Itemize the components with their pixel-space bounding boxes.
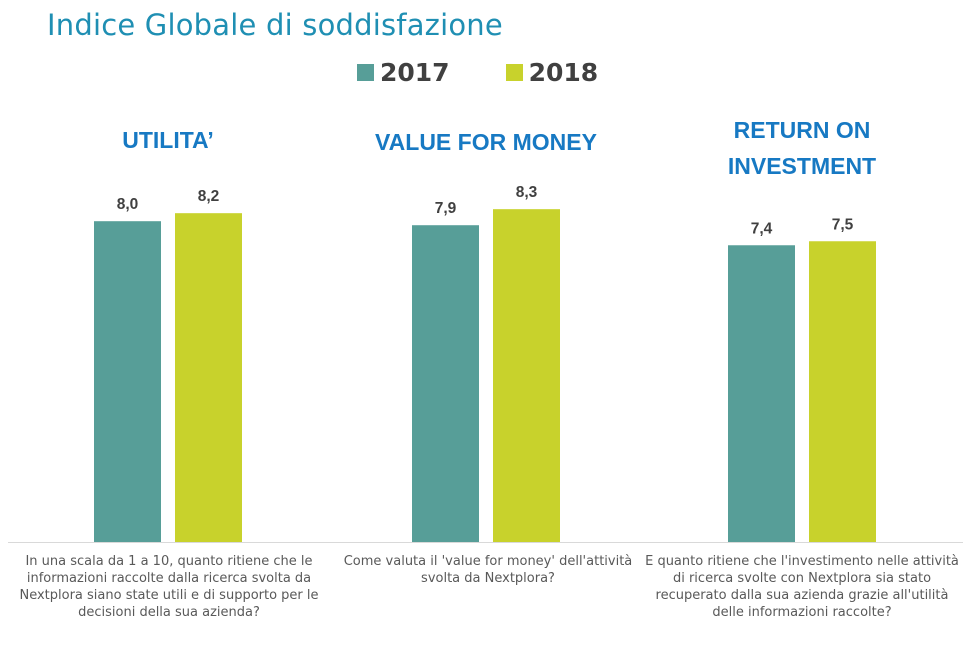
- bar-value-for-money-2017: [412, 225, 479, 542]
- question-value-for-money: Come valuta il 'value for money' dell'at…: [343, 554, 633, 586]
- legend-item-2018: 2018: [505, 57, 599, 87]
- group-title-value-for-money: VALUE FOR MONEY: [375, 129, 597, 155]
- bar-value-for-money-2018: [493, 209, 560, 543]
- bar-return-on-investment-2017: [728, 245, 795, 542]
- legend-swatch-2018: [505, 63, 523, 81]
- group-title-utilita: UTILITA’: [122, 127, 214, 153]
- bar-utilita-2018: [175, 213, 242, 542]
- question-utilita: In una scala da 1 a 10, quanto ritiene c…: [19, 554, 319, 620]
- legend-swatch-2017: [357, 63, 374, 81]
- value-label-value-for-money-2017: 7,9: [435, 200, 457, 217]
- value-label-value-for-money-2018: 8,3: [516, 184, 538, 201]
- bar-return-on-investment-2018: [809, 241, 876, 542]
- value-label-utilita-2017: 8,0: [117, 196, 139, 213]
- chart-title: Indice Globale di soddisfazione: [47, 8, 503, 42]
- legend: 2017 2018: [357, 57, 654, 87]
- legend-label-2017: 2017: [380, 57, 450, 87]
- value-label-return-on-investment-2017: 7,4: [751, 220, 773, 237]
- bar-utilita-2017: [94, 221, 161, 542]
- legend-label-2018: 2018: [528, 57, 599, 87]
- value-label-utilita-2018: 8,2: [198, 188, 220, 205]
- group-title-return-on-investment: RETURN ON: [734, 117, 871, 143]
- group-title-return-on-investment: INVESTMENT: [728, 153, 876, 179]
- value-label-return-on-investment-2018: 7,5: [832, 216, 854, 233]
- question-return-on-investment: E quanto ritiene che l'investimento nell…: [645, 554, 959, 620]
- legend-item-2017: 2017: [357, 58, 450, 87]
